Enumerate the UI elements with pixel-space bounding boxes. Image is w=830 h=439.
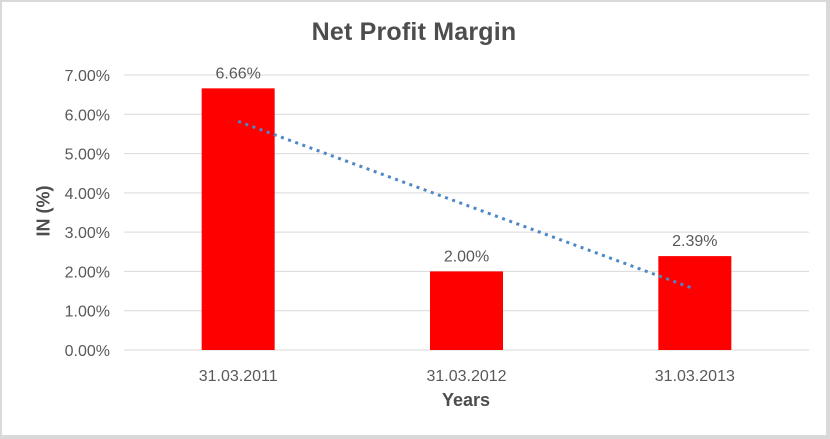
bar-data-label: 6.66%	[215, 65, 260, 82]
x-tick-label: 31.03.2013	[655, 368, 735, 385]
x-axis-title: Years	[441, 390, 491, 410]
trendline	[237, 119, 696, 291]
bar	[658, 256, 732, 350]
y-tick-label: 7.00%	[65, 68, 110, 85]
y-tick-label: 3.00%	[65, 225, 110, 242]
x-tick-label: 31.03.2011	[199, 368, 278, 385]
y-tick-label: 5.00%	[65, 147, 110, 164]
x-tick-label: 31.03.2012	[426, 368, 506, 385]
bar-data-label: 2.39%	[672, 233, 717, 250]
bar	[201, 88, 275, 350]
chart-title: Net Profit Margin	[311, 18, 517, 46]
y-tick-label: 1.00%	[65, 304, 110, 321]
y-tick-label: 6.00%	[65, 107, 110, 124]
y-tick-label: 4.00%	[65, 186, 110, 203]
y-tick-label: 0.00%	[65, 343, 110, 360]
y-tick-label: 2.00%	[65, 264, 110, 281]
bar	[430, 271, 503, 350]
bar-data-label: 2.00%	[444, 248, 489, 265]
